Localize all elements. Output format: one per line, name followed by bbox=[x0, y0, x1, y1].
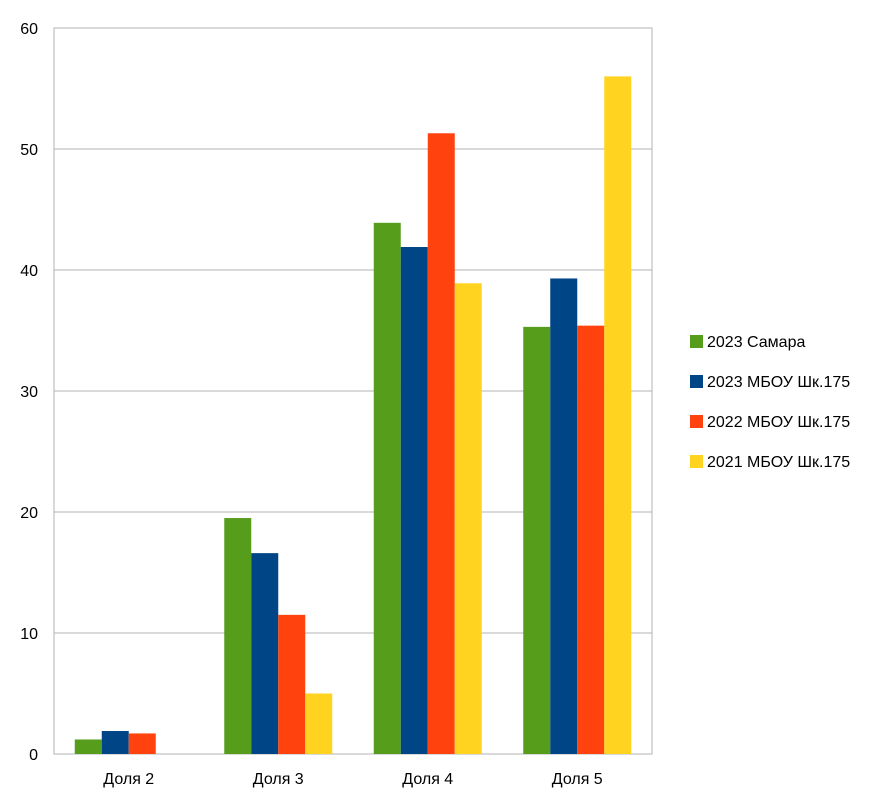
y-tick-label: 50 bbox=[20, 142, 38, 159]
legend-label: 2023 Самара bbox=[707, 334, 805, 351]
legend-swatch bbox=[690, 375, 703, 388]
legend-swatch bbox=[690, 415, 703, 428]
plot-area bbox=[53, 27, 653, 755]
y-tick-label: 30 bbox=[20, 384, 38, 401]
bar bbox=[128, 733, 156, 754]
bar bbox=[224, 518, 252, 754]
bars bbox=[74, 76, 632, 754]
bar bbox=[74, 739, 102, 754]
y-tick-label: 10 bbox=[20, 626, 38, 643]
x-category-label: Доля 2 bbox=[103, 771, 154, 788]
bar bbox=[523, 326, 551, 754]
bar bbox=[427, 133, 455, 754]
x-category-label: Доля 3 bbox=[253, 771, 304, 788]
x-category-label: Доля 5 bbox=[552, 771, 603, 788]
y-tick-label: 40 bbox=[20, 263, 38, 280]
x-category-label: Доля 4 bbox=[402, 771, 453, 788]
bar bbox=[305, 693, 333, 754]
y-tick-label: 20 bbox=[20, 505, 38, 522]
bar bbox=[251, 553, 279, 754]
y-tick-label: 0 bbox=[29, 747, 38, 764]
bar bbox=[278, 614, 306, 754]
bar bbox=[373, 222, 401, 754]
x-axis-labels: Доля 2 Доля 3 Доля 4 Доля 5 bbox=[103, 771, 603, 788]
y-axis-ticks: 0 10 20 30 40 50 60 bbox=[20, 21, 38, 764]
legend-label: 2021 МБОУ Шк.175 bbox=[707, 454, 850, 471]
bar bbox=[101, 731, 129, 754]
legend-label: 2023 МБОУ Шк.175 bbox=[707, 374, 850, 391]
y-tick-label: 60 bbox=[20, 21, 38, 38]
bar bbox=[400, 247, 428, 754]
legend-swatch bbox=[690, 335, 703, 348]
legend-swatch bbox=[690, 455, 703, 468]
legend: 2023 Самара 2023 МБОУ Шк.175 2022 МБОУ Шк.… bbox=[690, 334, 850, 471]
bar bbox=[604, 76, 632, 754]
bar bbox=[454, 283, 482, 754]
legend-label: 2022 МБОУ Шк.175 bbox=[707, 414, 850, 431]
bar bbox=[577, 325, 605, 754]
bar bbox=[550, 278, 578, 754]
